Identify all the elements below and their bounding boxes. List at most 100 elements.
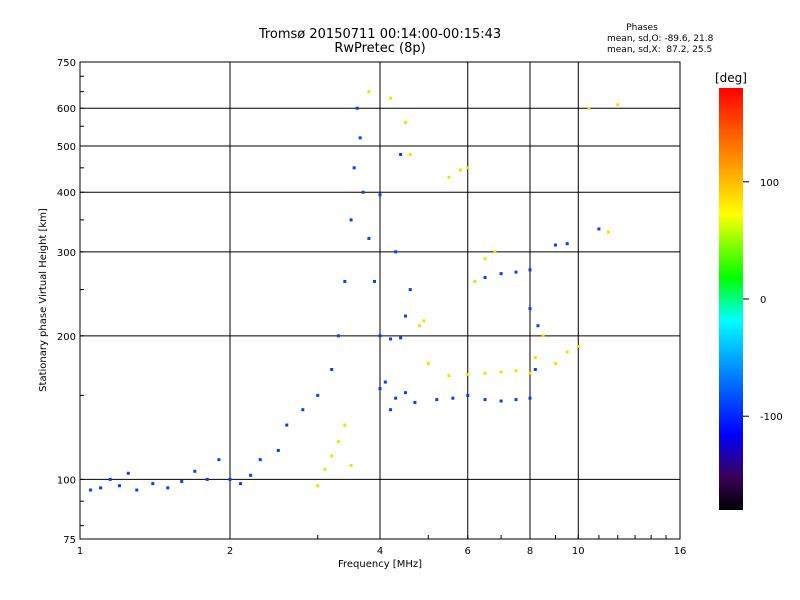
data-point-o-mode <box>361 190 365 194</box>
data-point-o-mode <box>403 391 407 395</box>
data-point-o-mode <box>466 393 470 397</box>
data-point-x-mode <box>316 484 320 488</box>
x-tick-label: 8 <box>527 546 533 557</box>
data-point-o-mode <box>536 324 540 328</box>
data-point-o-mode <box>413 400 417 404</box>
y-tick-label: 600 <box>57 104 76 115</box>
data-point-x-mode <box>553 361 557 365</box>
data-point-x-mode <box>466 372 470 376</box>
data-point-x-mode <box>576 344 580 348</box>
data-point-x-mode <box>408 152 412 156</box>
x-tick-label: 1 <box>77 546 83 557</box>
data-point-o-mode <box>451 396 455 400</box>
data-point-o-mode <box>89 488 93 492</box>
data-point-o-mode <box>358 136 362 140</box>
y-tick-label: 400 <box>57 188 76 199</box>
data-point-o-mode <box>205 477 209 481</box>
data-point-o-mode <box>258 458 262 462</box>
data-point-o-mode <box>367 236 371 240</box>
x-tick-label: 6 <box>465 546 471 557</box>
data-point-o-mode <box>355 106 359 110</box>
data-point-x-mode <box>336 440 340 444</box>
data-point-x-mode <box>607 230 611 234</box>
data-point-o-mode <box>565 242 569 246</box>
y-tick-label: 500 <box>57 142 76 153</box>
data-point-o-mode <box>151 482 155 486</box>
phases-title: Phases <box>626 23 658 33</box>
chart-subtitle: RwPretec (8p) <box>334 41 425 56</box>
data-point-x-mode <box>349 463 353 467</box>
data-point-o-mode <box>285 423 289 427</box>
data-point-o-mode <box>514 270 518 274</box>
data-point-o-mode <box>108 477 112 481</box>
data-point-o-mode <box>435 398 439 402</box>
data-point-x-mode <box>367 90 371 94</box>
data-point-x-mode <box>473 279 477 283</box>
data-point-o-mode <box>403 314 407 318</box>
data-point-o-mode <box>316 393 320 397</box>
data-point-o-mode <box>553 243 557 247</box>
data-point-o-mode <box>499 272 503 276</box>
y-tick-label: 300 <box>57 248 76 259</box>
data-point-x-mode <box>587 106 591 110</box>
data-point-x-mode <box>447 175 451 179</box>
data-point-o-mode <box>528 268 532 272</box>
data-point-x-mode <box>426 361 430 365</box>
y-tick-label: 200 <box>57 332 76 343</box>
data-point-o-mode <box>349 218 353 222</box>
data-point-x-mode <box>483 257 487 261</box>
colorbar <box>719 88 743 510</box>
phases-o-mode-stats: mean, sd,O: -89.6, 21.8 <box>607 34 714 44</box>
data-point-o-mode <box>533 367 537 371</box>
data-point-o-mode <box>180 479 184 483</box>
data-point-o-mode <box>394 250 398 254</box>
data-point-o-mode <box>336 334 340 338</box>
x-tick-label: 2 <box>227 546 233 557</box>
data-point-o-mode <box>276 448 280 452</box>
data-point-o-mode <box>399 152 403 156</box>
data-point-x-mode <box>403 121 407 125</box>
colorbar-tick-label: 100 <box>760 178 779 189</box>
data-point-x-mode <box>483 371 487 375</box>
data-point-o-mode <box>389 337 393 341</box>
data-point-x-mode <box>541 334 545 338</box>
colorbar-label: [deg] <box>715 71 747 85</box>
data-point-x-mode <box>330 454 334 458</box>
data-point-o-mode <box>378 334 382 338</box>
data-point-x-mode <box>528 371 532 375</box>
x-tick-label: 16 <box>674 546 687 557</box>
x-tick-label: 4 <box>377 546 383 557</box>
data-point-x-mode <box>323 467 327 471</box>
y-tick-label: 75 <box>63 535 76 546</box>
data-point-o-mode <box>228 477 232 481</box>
data-point-o-mode <box>249 473 253 477</box>
data-point-o-mode <box>373 279 377 283</box>
x-tick-label: 10 <box>572 546 585 557</box>
data-point-x-mode <box>417 324 421 328</box>
data-point-o-mode <box>166 486 170 490</box>
colorbar-tick-label: 0 <box>760 295 766 306</box>
data-point-o-mode <box>378 193 382 197</box>
phases-x-mode-stats: mean, sd,X: 87.2, 25.5 <box>607 45 712 55</box>
data-point-o-mode <box>499 399 503 403</box>
colorbar-ticks: 100 0 -100 <box>743 178 783 423</box>
data-point-x-mode <box>458 168 462 172</box>
data-point-x-mode <box>499 370 503 374</box>
data-point-o-mode <box>483 276 487 280</box>
data-point-o-mode <box>135 488 139 492</box>
data-point-o-mode <box>389 408 393 412</box>
data-point-x-mode <box>422 319 426 323</box>
colorbar-tick-label: -100 <box>760 412 783 423</box>
data-point-o-mode <box>99 486 103 490</box>
data-point-o-mode <box>217 458 221 462</box>
tick-layer: 1 2 4 6 8 10 16 75 100 200 300 400 500 600 750 <box>57 58 686 557</box>
data-point-o-mode <box>383 380 387 384</box>
data-point-o-mode <box>528 307 532 311</box>
data-point-o-mode <box>597 227 601 231</box>
data-point-x-mode <box>514 369 518 373</box>
data-point-o-mode <box>117 484 121 488</box>
y-tick-label: 750 <box>57 58 76 69</box>
data-point-x-mode <box>343 423 347 427</box>
data-point-o-mode <box>330 367 334 371</box>
data-point-o-mode <box>343 279 347 283</box>
